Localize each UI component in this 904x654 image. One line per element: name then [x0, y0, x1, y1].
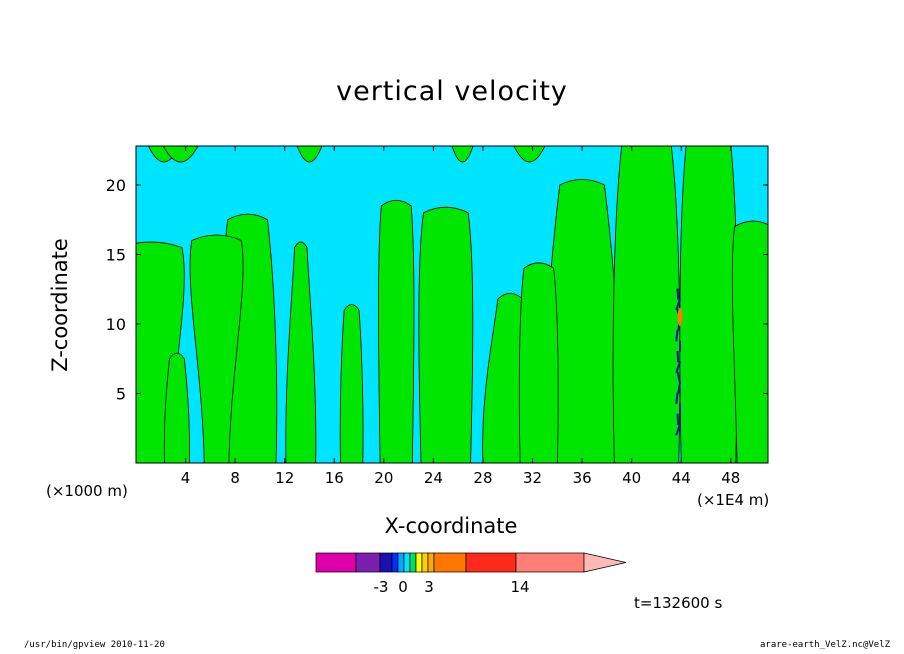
strong-updraft-core — [676, 351, 680, 363]
x-tick-label: 20 — [374, 469, 393, 487]
colorbar-segment — [421, 552, 429, 573]
colorbar-arrow — [583, 552, 627, 573]
plot-frame — [135, 145, 769, 464]
colorbar-segment — [355, 552, 381, 573]
x-tick-label: 40 — [622, 469, 641, 487]
y-tick-label: 20 — [106, 176, 126, 195]
colorbar-segment — [403, 552, 411, 573]
strong-updraft-core — [675, 423, 681, 436]
positive-region — [189, 234, 244, 463]
peak-updraft — [677, 308, 683, 327]
x-tick-label: 16 — [325, 469, 344, 487]
colorbar-tick-label: 14 — [510, 578, 529, 596]
colorbar-segment — [409, 552, 417, 573]
x-tick-label: 28 — [473, 469, 492, 487]
chart-title: vertical velocity — [336, 76, 568, 107]
positive-region — [612, 146, 681, 463]
positive-region — [518, 262, 559, 463]
positive-region — [731, 220, 768, 463]
colorbar-segment — [391, 552, 399, 573]
x-tick-label: 12 — [275, 469, 294, 487]
colorbar-segment — [427, 552, 435, 573]
x-extra-unit-label: (×1E4 m) — [697, 491, 770, 509]
colorbar-segment — [315, 552, 357, 573]
x-tick-label: 32 — [523, 469, 542, 487]
x-axis-label: X-coordinate — [0, 514, 904, 538]
time-annotation: t=132600 s — [634, 594, 723, 612]
x-axis-label-text: X-coordinate — [384, 514, 518, 538]
positive-region — [285, 241, 317, 463]
y-ticks: 5 10 15 20 — [106, 176, 768, 403]
x-tick-label: 24 — [424, 469, 443, 487]
y-tick-label: 10 — [106, 315, 126, 334]
colorbar-segment — [379, 552, 393, 573]
positive-region — [163, 352, 190, 463]
positive-region — [378, 199, 415, 463]
y-tick-label: 15 — [106, 245, 126, 264]
positive-region — [339, 304, 364, 463]
x-tick-label: 44 — [672, 469, 691, 487]
colorbar-segment — [515, 552, 585, 573]
contour-field — [136, 146, 768, 463]
colorbar-tick-label: 3 — [424, 578, 434, 596]
strong-updraft-core — [676, 413, 680, 425]
colorbar: -3 0 3 14 — [315, 552, 627, 596]
strong-updraft-core — [675, 361, 681, 373]
strong-updraft-core — [677, 382, 682, 394]
x-unit-label: (×1000 m) — [46, 482, 128, 500]
colorbar-tick-label: 0 — [398, 578, 408, 596]
strong-updraft-core — [675, 298, 681, 311]
colorbar-segment — [415, 552, 423, 573]
x-tick-label: 48 — [721, 469, 740, 487]
strong-updraft-core — [675, 392, 679, 405]
x-tick-label: 36 — [573, 469, 592, 487]
y-tick-label: 5 — [116, 384, 126, 403]
footer-left: /usr/bin/gpview 2010-11-20 — [24, 640, 165, 650]
x-tick-label: 4 — [181, 469, 191, 487]
colorbar-tick-label: -3 — [374, 578, 389, 596]
colorbar-segment — [433, 552, 467, 573]
colorbar-segment — [465, 552, 517, 573]
footer-right: arare-earth_VelZ.nc@VelZ — [760, 640, 891, 650]
positive-region — [418, 206, 474, 463]
x-tick-label: 8 — [230, 469, 240, 487]
positive-region — [679, 146, 738, 463]
colorbar-segment — [397, 552, 405, 573]
strong-updraft-core — [675, 330, 679, 342]
strong-updraft-core — [676, 288, 680, 300]
strong-updraft-core — [676, 371, 681, 384]
x-ticks: 4 8 12 16 20 24 28 32 36 40 44 48 — [181, 146, 740, 487]
